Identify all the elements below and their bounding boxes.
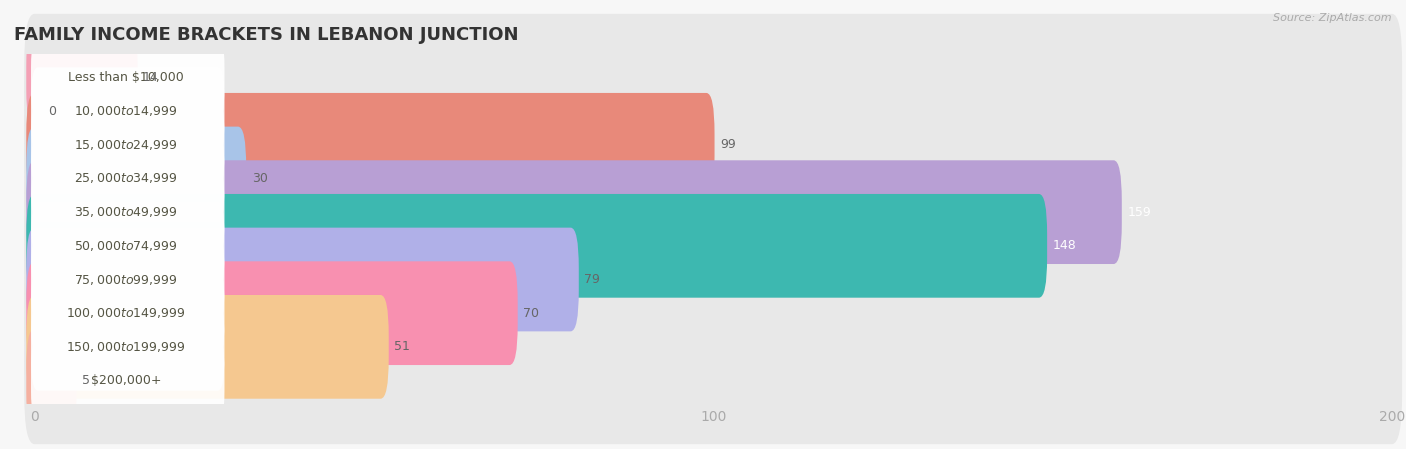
FancyBboxPatch shape (31, 303, 225, 391)
FancyBboxPatch shape (31, 34, 225, 121)
FancyBboxPatch shape (27, 93, 714, 197)
FancyBboxPatch shape (27, 127, 246, 230)
FancyBboxPatch shape (27, 261, 517, 365)
FancyBboxPatch shape (31, 236, 225, 323)
Text: $15,000 to $24,999: $15,000 to $24,999 (75, 138, 177, 152)
FancyBboxPatch shape (27, 329, 76, 432)
FancyBboxPatch shape (24, 317, 1402, 444)
Text: $150,000 to $199,999: $150,000 to $199,999 (66, 340, 186, 354)
FancyBboxPatch shape (31, 101, 225, 189)
Text: 30: 30 (252, 172, 267, 185)
FancyBboxPatch shape (27, 194, 1047, 298)
Text: $10,000 to $14,999: $10,000 to $14,999 (75, 104, 177, 118)
FancyBboxPatch shape (24, 149, 1402, 276)
FancyBboxPatch shape (24, 48, 1402, 175)
FancyBboxPatch shape (31, 67, 225, 155)
Text: FAMILY INCOME BRACKETS IN LEBANON JUNCTION: FAMILY INCOME BRACKETS IN LEBANON JUNCTI… (14, 26, 519, 44)
FancyBboxPatch shape (24, 216, 1402, 343)
Text: 0: 0 (48, 105, 56, 118)
FancyBboxPatch shape (27, 228, 579, 331)
FancyBboxPatch shape (31, 337, 225, 424)
Text: 14: 14 (143, 71, 159, 84)
FancyBboxPatch shape (24, 115, 1402, 242)
Text: $35,000 to $49,999: $35,000 to $49,999 (75, 205, 177, 219)
FancyBboxPatch shape (24, 283, 1402, 410)
Text: 79: 79 (585, 273, 600, 286)
FancyBboxPatch shape (24, 14, 1402, 141)
FancyBboxPatch shape (31, 168, 225, 256)
FancyBboxPatch shape (24, 250, 1402, 377)
Text: 99: 99 (720, 138, 735, 151)
FancyBboxPatch shape (31, 269, 225, 357)
Text: 148: 148 (1053, 239, 1077, 252)
Text: $200,000+: $200,000+ (91, 374, 162, 387)
Text: $50,000 to $74,999: $50,000 to $74,999 (75, 239, 177, 253)
FancyBboxPatch shape (24, 182, 1402, 309)
FancyBboxPatch shape (31, 135, 225, 222)
FancyBboxPatch shape (27, 295, 388, 399)
FancyBboxPatch shape (24, 81, 1402, 208)
Text: 159: 159 (1128, 206, 1152, 219)
FancyBboxPatch shape (27, 26, 138, 129)
FancyBboxPatch shape (27, 160, 1122, 264)
Text: Source: ZipAtlas.com: Source: ZipAtlas.com (1274, 13, 1392, 23)
Text: 51: 51 (394, 340, 411, 353)
FancyBboxPatch shape (31, 202, 225, 290)
Text: Less than $10,000: Less than $10,000 (67, 71, 184, 84)
Text: 70: 70 (523, 307, 538, 320)
Text: 5: 5 (82, 374, 90, 387)
Text: $100,000 to $149,999: $100,000 to $149,999 (66, 306, 186, 320)
Text: $25,000 to $34,999: $25,000 to $34,999 (75, 172, 177, 185)
Text: $75,000 to $99,999: $75,000 to $99,999 (75, 273, 177, 286)
